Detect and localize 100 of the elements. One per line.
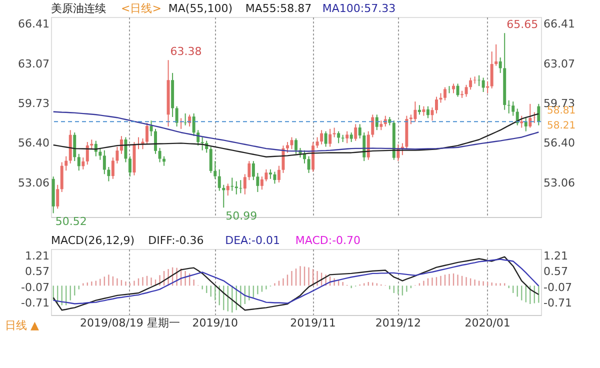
line-series (52, 258, 540, 304)
text: MA100:57.33 (322, 2, 396, 15)
candlestick (260, 176, 264, 190)
y2-tick-label: 53.06 (544, 176, 575, 190)
candlestick (456, 83, 460, 98)
candlestick (268, 168, 272, 180)
candlestick (409, 114, 412, 125)
candlestick (294, 138, 298, 154)
candlestick (350, 132, 353, 142)
candlestick (354, 124, 358, 142)
candlestick (282, 145, 285, 174)
candlestick (102, 150, 106, 175)
candlestick (473, 76, 476, 84)
y2-tick-label: -0.71 (544, 296, 572, 310)
candlestick (482, 77, 485, 92)
text: 58.81 (547, 106, 576, 116)
candlestick (469, 77, 472, 90)
candlestick (532, 112, 536, 124)
text: MA(55,100) (168, 2, 232, 15)
y2-tick-label: 1.21 (544, 250, 568, 263)
y2-tick-label: 56.40 (544, 136, 575, 150)
candlestick (273, 171, 276, 184)
text: DEA:-0.01 (225, 234, 280, 247)
candlestick (478, 74, 481, 87)
y-tick-label: 53.06 (18, 176, 50, 190)
candlestick (426, 106, 430, 119)
candlestick (358, 124, 362, 139)
candlestick (226, 183, 230, 196)
candlestick (107, 166, 110, 182)
annotation: 63.38 (170, 45, 202, 58)
candlestick (146, 122, 148, 145)
candlestick (180, 118, 183, 130)
x-tick-label: 2019/10 (192, 316, 238, 330)
candlestick (277, 165, 280, 183)
candlestick (218, 168, 221, 192)
candlestick (371, 114, 374, 138)
text: MACD:-0.70 (295, 234, 361, 247)
candlestick (418, 104, 421, 116)
y-tick-label: 66.41 (18, 18, 50, 31)
candlestick (64, 156, 68, 172)
candlestick (214, 160, 217, 180)
candlestick (184, 112, 187, 126)
y-tick-label: 56.40 (18, 136, 50, 150)
candlestick (209, 146, 212, 174)
text: DIFF:-0.36 (148, 234, 204, 247)
text: MA55:58.87 (245, 2, 312, 15)
candlestick (200, 136, 204, 151)
candlestick (73, 132, 76, 162)
candlestick (524, 116, 528, 132)
candlestick (448, 86, 451, 94)
y-tick-label: 59.73 (18, 97, 50, 110)
text: MACD(26,12,9) (51, 234, 135, 247)
candlestick (328, 128, 332, 148)
candlestick (128, 156, 132, 178)
candlestick (316, 136, 319, 148)
candlestick (444, 86, 446, 101)
candlestick (158, 147, 162, 163)
candlestick (56, 184, 60, 210)
candlestick (346, 130, 349, 144)
candlestick (154, 128, 158, 154)
candlestick (430, 106, 434, 122)
line-series (52, 256, 540, 311)
annotation: 50.99 (226, 210, 258, 223)
candlestick (234, 180, 238, 195)
candlestick (512, 101, 515, 116)
candlestick (452, 83, 456, 94)
candlestick (192, 112, 196, 137)
y-tick-label: -0.71 (21, 296, 50, 310)
y-tick-label: 1.21 (25, 250, 50, 263)
candlestick (422, 106, 426, 116)
candlestick (490, 51, 494, 89)
x-tick-label: 2019/11 (290, 316, 336, 330)
candlestick (414, 101, 417, 122)
candlestick (286, 142, 289, 154)
candlestick (60, 162, 64, 192)
candlestick (380, 120, 383, 131)
candlestick (434, 96, 438, 114)
candlestick (90, 139, 94, 150)
candlestick (239, 180, 242, 194)
candlestick (537, 103, 540, 126)
text: <日线> (121, 2, 162, 15)
text: 日线 ▲ (5, 319, 40, 332)
y-tick-label: 0.57 (25, 265, 50, 278)
y2-tick-label: 66.41 (544, 18, 575, 31)
candlestick (248, 160, 251, 181)
y2-tick-label: 0.57 (544, 265, 568, 278)
candlestick (324, 130, 328, 148)
candlestick (175, 106, 178, 128)
candlestick (256, 172, 260, 192)
candlestick (82, 156, 85, 170)
candlestick (337, 130, 340, 144)
candlestick (77, 153, 80, 172)
annotation: 50.52 (55, 215, 87, 228)
candlestick (252, 160, 255, 181)
x-tick-label: 2019/08/19 星期一 (80, 316, 180, 330)
candlestick (332, 127, 336, 138)
candlestick (528, 103, 532, 128)
y-tick-label: -0.07 (21, 280, 50, 294)
candlestick (243, 174, 246, 195)
candlestick (320, 130, 324, 145)
